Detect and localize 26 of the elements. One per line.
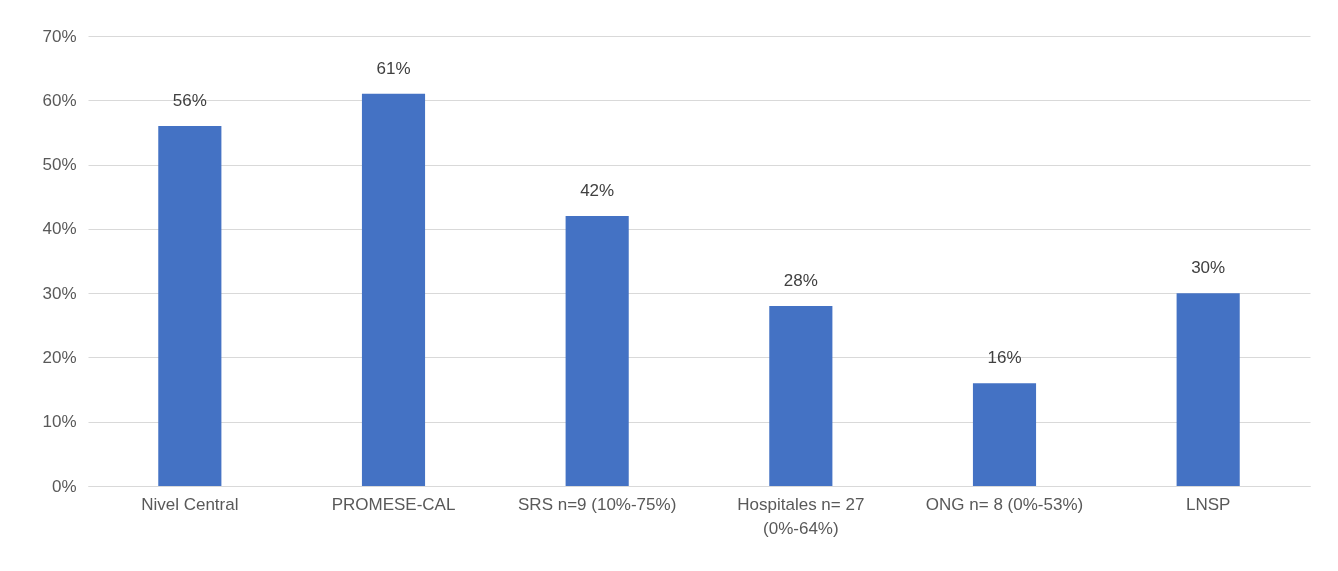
bar bbox=[361, 93, 426, 486]
data-label: 28% bbox=[783, 271, 818, 290]
y-tick-label: 60% bbox=[42, 90, 77, 110]
bar bbox=[1176, 293, 1240, 486]
data-label: 30% bbox=[1191, 258, 1226, 278]
y-tick-label: 0% bbox=[51, 476, 77, 496]
x-tick-label: Hospitales n= 27 (0%-64%) bbox=[737, 494, 865, 538]
y-tick-label: 20% bbox=[42, 347, 77, 367]
y-tick-label: 30% bbox=[42, 283, 77, 303]
data-label: 16% bbox=[987, 348, 1022, 368]
y-tick-label: 40% bbox=[42, 219, 77, 239]
bar bbox=[769, 306, 833, 486]
data-label: 56% bbox=[172, 91, 207, 110]
bar bbox=[972, 383, 1037, 486]
x-tick-label: Nivel Central bbox=[141, 494, 239, 514]
bar bbox=[158, 126, 222, 486]
x-tick-label: PROMESE-CAL bbox=[331, 494, 456, 514]
x-tick-label: LNSP bbox=[1185, 494, 1231, 514]
y-tick-label: 50% bbox=[42, 155, 77, 175]
y-tick-label: 10% bbox=[42, 412, 77, 432]
bar bbox=[565, 216, 629, 486]
x-tick-label: SRS n=9 (10%-75%) bbox=[518, 494, 677, 514]
data-label: 42% bbox=[580, 181, 615, 200]
data-label: 61% bbox=[376, 58, 411, 78]
y-tick-label: 70% bbox=[42, 26, 77, 46]
x-tick-label: ONG n= 8 (0%-53%) bbox=[925, 494, 1084, 514]
